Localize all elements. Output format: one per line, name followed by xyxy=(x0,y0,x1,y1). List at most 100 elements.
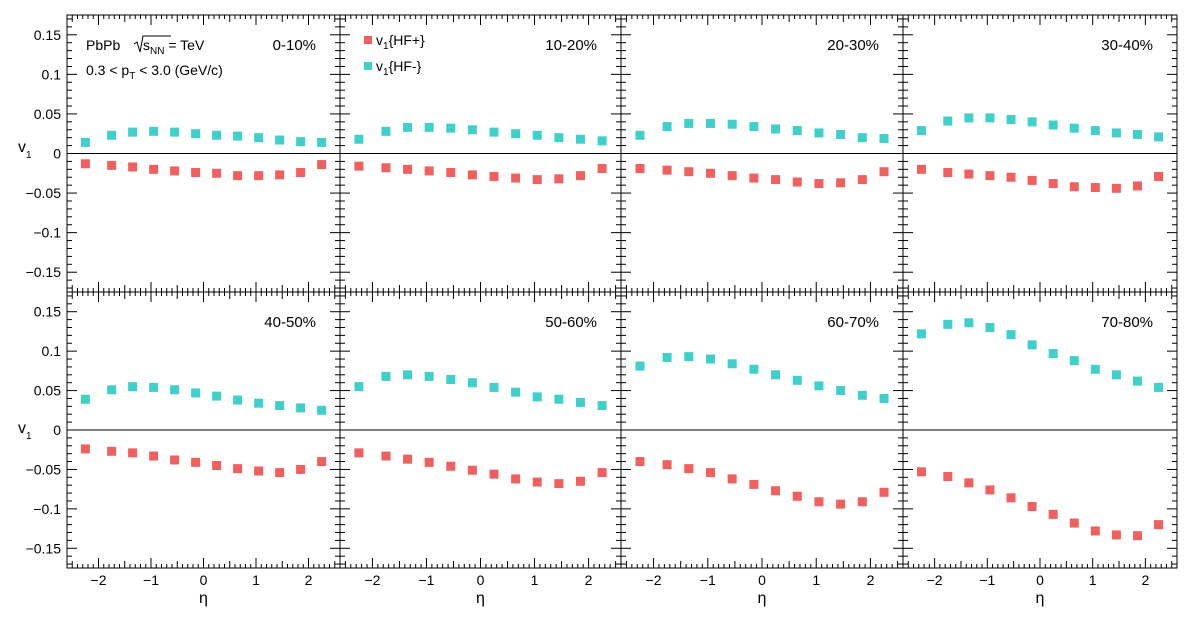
marker-hf-minus xyxy=(916,329,926,339)
marker-hf-minus xyxy=(128,382,138,392)
sqrt-sign-icon xyxy=(133,35,171,53)
marker-hf-plus xyxy=(275,468,285,478)
marker-hf-minus xyxy=(354,382,364,392)
marker-hf-plus xyxy=(985,171,995,181)
marker-hf-plus xyxy=(597,164,607,174)
x-tick-label: 1 xyxy=(1089,572,1097,588)
marker-hf-minus xyxy=(107,130,117,140)
marker-hf-minus xyxy=(511,129,521,139)
marker-hf-minus xyxy=(532,130,542,140)
marker-hf-minus xyxy=(128,127,138,137)
marker-hf-plus xyxy=(1027,501,1037,511)
marker-hf-plus xyxy=(635,457,645,467)
marker-hf-plus xyxy=(128,448,138,458)
panel-20-30%: 20-30% xyxy=(620,14,904,293)
marker-hf-minus xyxy=(1111,370,1121,380)
marker-hf-minus xyxy=(80,394,90,404)
x-tick-label: −1 xyxy=(700,572,716,588)
marker-hf-minus xyxy=(879,393,889,403)
marker-hf-minus xyxy=(532,392,542,402)
marker-hf-minus xyxy=(943,116,953,126)
x-tick-label: 0 xyxy=(758,572,766,588)
marker-hf-plus xyxy=(964,478,974,488)
marker-hf-plus xyxy=(424,166,434,176)
y-tick-label: 0.05 xyxy=(34,383,61,399)
legend: v1{HF+} v1{HF-} xyxy=(364,32,425,78)
marker-hf-minus xyxy=(792,375,802,385)
marker-hf-minus xyxy=(233,131,243,141)
marker-hf-plus xyxy=(275,170,285,180)
marker-hf-minus xyxy=(1090,364,1100,374)
marker-hf-minus xyxy=(964,318,974,328)
marker-hf-minus xyxy=(1154,382,1164,392)
marker-hf-plus xyxy=(792,491,802,501)
marker-hf-minus xyxy=(1027,117,1037,127)
marker-hf-plus xyxy=(1111,183,1121,193)
marker-hf-plus xyxy=(212,460,222,470)
marker-hf-minus xyxy=(943,319,953,329)
marker-hf-minus xyxy=(554,133,564,143)
marker-hf-plus xyxy=(1090,183,1100,193)
marker-hf-minus xyxy=(985,322,995,332)
marker-hf-minus xyxy=(1069,123,1079,133)
marker-hf-minus xyxy=(727,359,737,369)
marker-hf-plus xyxy=(424,457,434,467)
marker-hf-plus xyxy=(879,167,889,177)
marker-hf-minus xyxy=(635,130,645,140)
marker-hf-minus xyxy=(1006,114,1016,124)
marker-hf-plus xyxy=(727,171,737,181)
y-tick-label: −0.1 xyxy=(33,225,61,241)
marker-hf-minus xyxy=(635,361,645,371)
marker-hf-plus xyxy=(1048,179,1058,189)
marker-hf-plus xyxy=(1006,493,1016,503)
marker-hf-plus xyxy=(985,485,995,495)
marker-hf-plus xyxy=(403,164,413,174)
marker-hf-minus xyxy=(771,124,781,134)
y-tick-label: −0.15 xyxy=(26,540,62,556)
marker-hf-plus xyxy=(635,164,645,174)
marker-hf-minus xyxy=(296,403,306,413)
marker-hf-minus xyxy=(1027,340,1037,350)
centrality-label: 50-60% xyxy=(545,314,597,331)
marker-hf-plus xyxy=(836,499,846,509)
centrality-label: 30-40% xyxy=(1101,37,1153,54)
panel-70-80%: −2 −1 0 1 2 η 70-80% xyxy=(902,291,1178,607)
marker-hf-minus xyxy=(836,386,846,396)
marker-hf-plus xyxy=(916,467,926,477)
marker-hf-minus xyxy=(403,370,413,380)
marker-hf-minus xyxy=(814,128,824,138)
marker-hf-plus xyxy=(792,177,802,187)
marker-hf-plus xyxy=(1132,181,1142,191)
marker-hf-minus xyxy=(489,127,499,137)
marker-hf-minus xyxy=(575,397,585,407)
x-tick-label: −1 xyxy=(979,572,995,588)
x-tick-label: −2 xyxy=(91,572,107,588)
marker-hf-minus xyxy=(1090,126,1100,136)
marker-hf-minus xyxy=(705,354,715,364)
y-tick-label: 0 xyxy=(53,146,61,162)
x-tick-label: 0 xyxy=(477,572,485,588)
marker-hf-minus xyxy=(317,137,327,147)
marker-hf-minus xyxy=(964,113,974,123)
marker-hf-minus xyxy=(354,134,364,144)
x-axis-title: η xyxy=(1036,590,1045,607)
marker-hf-plus xyxy=(80,444,90,454)
marker-hf-minus xyxy=(381,126,391,136)
sqrt-s-label: sNN = TeV xyxy=(143,37,205,57)
marker-hf-plus xyxy=(1069,182,1079,192)
marker-hf-plus xyxy=(575,171,585,181)
x-tick-label: 0 xyxy=(200,572,208,588)
marker-hf-minus xyxy=(149,382,159,392)
marker-hf-minus xyxy=(836,130,846,140)
marker-hf-plus xyxy=(1090,526,1100,536)
marker-hf-minus xyxy=(149,126,159,136)
x-tick-label: 1 xyxy=(531,572,539,588)
marker-hf-plus xyxy=(597,468,607,478)
marker-hf-plus xyxy=(254,466,264,476)
x-tick-label: −1 xyxy=(143,572,159,588)
marker-hf-plus xyxy=(191,457,201,467)
marker-hf-plus xyxy=(489,469,499,479)
marker-hf-plus xyxy=(1132,531,1142,541)
marker-hf-plus xyxy=(233,464,243,474)
marker-hf-minus xyxy=(684,118,694,128)
